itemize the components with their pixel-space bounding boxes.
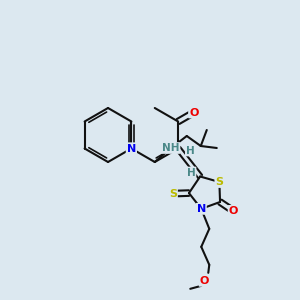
Text: NH: NH <box>162 143 179 153</box>
Text: N: N <box>127 143 136 154</box>
Text: H: H <box>186 146 194 155</box>
Text: H: H <box>187 167 196 178</box>
Text: S: S <box>215 177 223 187</box>
Text: N: N <box>127 143 136 154</box>
Text: O: O <box>200 276 209 286</box>
Text: O: O <box>189 107 198 118</box>
Text: S: S <box>169 189 177 199</box>
Text: O: O <box>229 206 238 216</box>
Text: N: N <box>197 204 206 214</box>
